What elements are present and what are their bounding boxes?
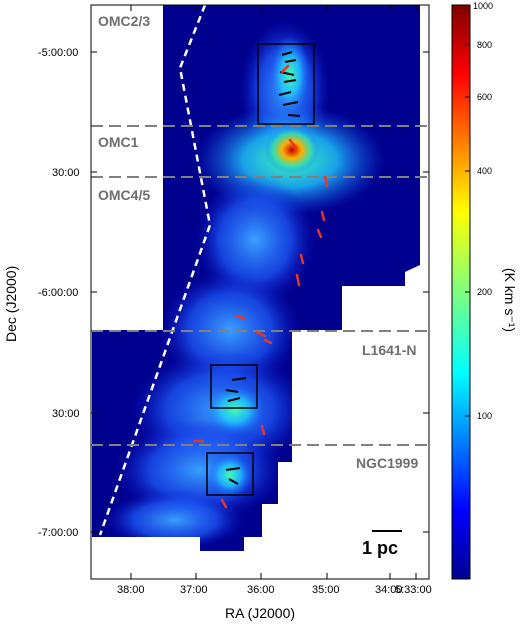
- colorbar-label: 800: [477, 40, 492, 50]
- y-tick-label: 30:00: [52, 408, 80, 420]
- y-axis-title: Dec (J2000): [3, 266, 19, 342]
- y-tick-label: -5:00:00: [38, 47, 78, 59]
- region-label-omc45: OMC4/5: [98, 187, 150, 203]
- target-boxes: [206, 43, 315, 496]
- y-tick-label: -7:00:00: [38, 527, 78, 539]
- x-tick-label: 35:00: [312, 584, 340, 596]
- colorbar-label: 600: [477, 92, 492, 102]
- region-label-l1641n: L1641-N: [362, 342, 416, 358]
- x-tick-label: 34:00: [375, 584, 403, 596]
- x-tick-label: 37:00: [180, 584, 208, 596]
- x-tick-label: 38:00: [117, 584, 145, 596]
- black-vectors: [225, 51, 301, 485]
- omc23-box: [257, 43, 315, 125]
- colorbar-label: 200: [477, 287, 492, 297]
- boundary-line: [98, 4, 212, 536]
- red-vectors: [192, 64, 329, 509]
- y-tick-label: 30:00: [52, 167, 80, 179]
- x-tick-label: 36:00: [247, 584, 275, 596]
- x-axis-title: RA (J2000): [225, 605, 295, 621]
- colorbar-label: 100: [477, 411, 492, 421]
- ngc1999-box: [206, 452, 254, 496]
- y-tick-label: -6:00:00: [38, 287, 78, 299]
- colorbar-label: 400: [477, 166, 492, 176]
- region-label-omc23: OMC2/3: [98, 13, 150, 29]
- colorbar-ticks: [465, 44, 470, 417]
- region-dividers: [91, 125, 429, 446]
- x-ticks: [130, 5, 417, 579]
- colorbar-title: (K km s⁻¹): [502, 268, 518, 332]
- colorbar-label: 1000: [473, 1, 493, 11]
- scale-bar-label: 1 pc: [362, 538, 398, 558]
- region-label-omc1: OMC1: [98, 134, 139, 150]
- region-label-ngc1999: NGC1999: [356, 455, 418, 471]
- y-ticks: [91, 51, 429, 533]
- x-tick-label: 5:33:00: [395, 584, 432, 596]
- l1641n-box: [210, 364, 258, 409]
